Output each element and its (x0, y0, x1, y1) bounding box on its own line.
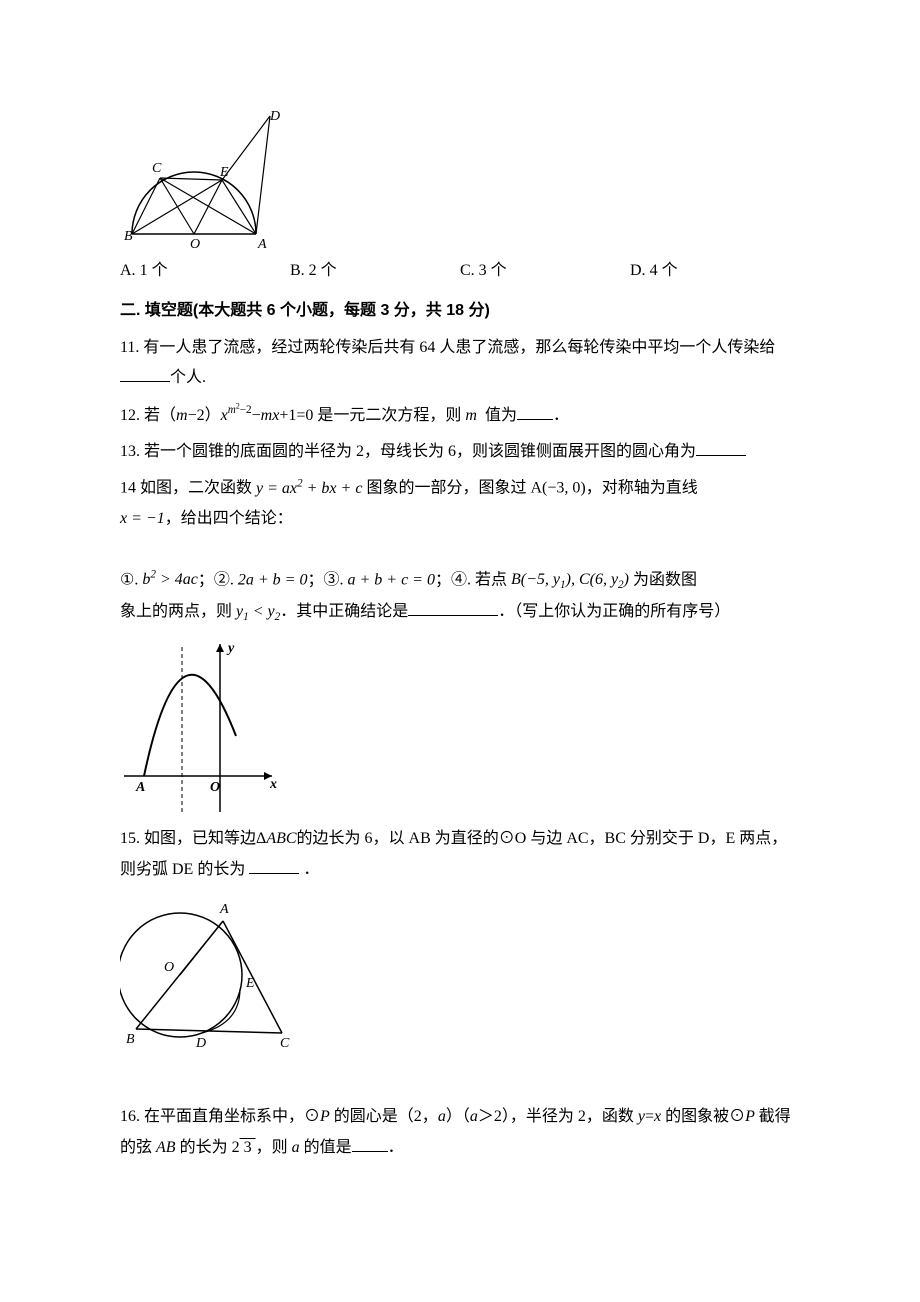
opt-text: 2 个 (309, 262, 337, 279)
q14-figure: y x O A (120, 636, 800, 816)
opt-label: C. (460, 262, 475, 279)
q13: 13. 若一个圆锥的底面圆的半径为 2，母线长为 6，则该圆锥侧面展开图的圆心角… (120, 437, 800, 467)
q14-line1-a: 如图，二次函数 (136, 480, 256, 497)
q14-blank (408, 597, 498, 616)
q14-svg: y x O A (120, 636, 280, 816)
q14-c4-ineq: y1 < y2 (236, 603, 280, 620)
q10-figure: B O A C E D (120, 108, 800, 248)
svg-text:A: A (135, 780, 145, 795)
svg-text:B: B (126, 1032, 135, 1047)
q14-line1-c: ，对称轴为直线 (586, 480, 698, 497)
q13-blank (696, 437, 746, 456)
opt-text: 4 个 (650, 262, 678, 279)
q11-text-b: 个人. (170, 369, 206, 386)
q13-prefix: 13. (120, 443, 144, 460)
q11-prefix: 11. (120, 339, 143, 356)
svg-text:O: O (190, 237, 200, 248)
q10-opt-d: D. 4 个 (630, 256, 800, 286)
svg-text:C: C (152, 161, 162, 176)
opt-label: D. (630, 262, 646, 279)
q10-opt-b: B. 2 个 (290, 256, 460, 286)
q14-c1: b2 > 4ac (142, 571, 198, 588)
q10-svg: B O A C E D (120, 108, 280, 248)
q16: 16. 在平面直角坐标系中，⊙P 的圆心是（2，a）（a＞2），半径为 2，函数… (120, 1102, 800, 1163)
q15-blank (249, 855, 299, 874)
q10-opt-a: A. 1 个 (120, 256, 290, 286)
q15-tri: ΔABC (256, 830, 297, 847)
q15-prefix: 15. (120, 830, 144, 847)
q14-eq1: y = ax2 + bx + c (256, 480, 362, 497)
q11-text-a: 有一人患了流感，经过两轮传染后共有 64 人患了流感，那么每轮传染中平均一个人传… (143, 339, 775, 356)
svg-text:y: y (226, 641, 235, 656)
q16-blank (352, 1133, 388, 1152)
q12-blank (517, 401, 553, 420)
q14-c4-pts: B(−5, y1), C(6, y2) (511, 571, 629, 588)
svg-text:E: E (245, 976, 255, 991)
q16-sqrt: 2 3 (232, 1139, 256, 1156)
q15: 15. 如图，已知等边ΔABC的边长为 6，以 AB 为直径的⊙O 与边 AC，… (120, 824, 800, 885)
svg-text:A: A (257, 237, 267, 248)
q14-line4-b: ．其中正确结论是 (280, 603, 408, 620)
svg-text:D: D (269, 109, 280, 124)
q14-pointA: A(−3, 0) (530, 480, 585, 497)
svg-text:O: O (210, 780, 220, 795)
svg-text:x: x (269, 777, 277, 792)
q14: 14 如图，二次函数 y = ax2 + bx + c 图象的一部分，图象过 A… (120, 473, 800, 628)
q14-c4-b: 为函数图 (629, 571, 697, 588)
q15-text-a: 如图，已知等边 (144, 830, 256, 847)
svg-text:B: B (124, 229, 133, 244)
q12-prefix: 12. (120, 407, 144, 424)
q14-c4-a: 若点 (475, 571, 511, 588)
q14-c3: a + b + c = 0 (347, 571, 435, 588)
opt-text: 1 个 (140, 262, 168, 279)
q11: 11. 有一人患了流感，经过两轮传染后共有 64 人患了流感，那么每轮传染中平均… (120, 333, 800, 394)
q16-prefix: 16. (120, 1108, 144, 1125)
svg-text:O: O (164, 960, 174, 975)
svg-text:E: E (219, 165, 229, 180)
q14-line4-a: 象上的两点，则 (120, 603, 236, 620)
q15-svg: A B C D E O (120, 893, 295, 1058)
svg-text:C: C (280, 1036, 290, 1051)
q10-options: A. 1 个 B. 2 个 C. 3 个 D. 4 个 (120, 256, 800, 286)
svg-text:D: D (195, 1036, 206, 1051)
section2-header: 二. 填空题(本大题共 6 个小题，每题 3 分，共 18 分) (120, 296, 800, 326)
q11-blank (120, 364, 170, 383)
svg-text:A: A (219, 902, 229, 917)
q14-prefix: 14 (120, 480, 136, 497)
opt-label: B. (290, 262, 305, 279)
q14-xeq: x = −1 (120, 510, 165, 527)
q15-text-c: ． (299, 861, 319, 878)
q14-c2: 2a + b = 0 (238, 571, 308, 588)
q12: 12. 若（m−2）xm2−2−mx+1=0 是一元二次方程，则 m 值为． (120, 400, 800, 431)
q14-line1-b: 图象的一部分，图象过 (362, 480, 530, 497)
q15-figure: A B C D E O (120, 893, 800, 1058)
opt-text: 3 个 (479, 262, 507, 279)
q14-line4-c: ．（写上你认为正确的所有序号） (498, 603, 730, 620)
opt-label: A. (120, 262, 136, 279)
q13-text-a: 若一个圆锥的底面圆的半径为 2，母线长为 6，则该圆锥侧面展开图的圆心角为 (144, 443, 696, 460)
q10-opt-c: C. 3 个 (460, 256, 630, 286)
